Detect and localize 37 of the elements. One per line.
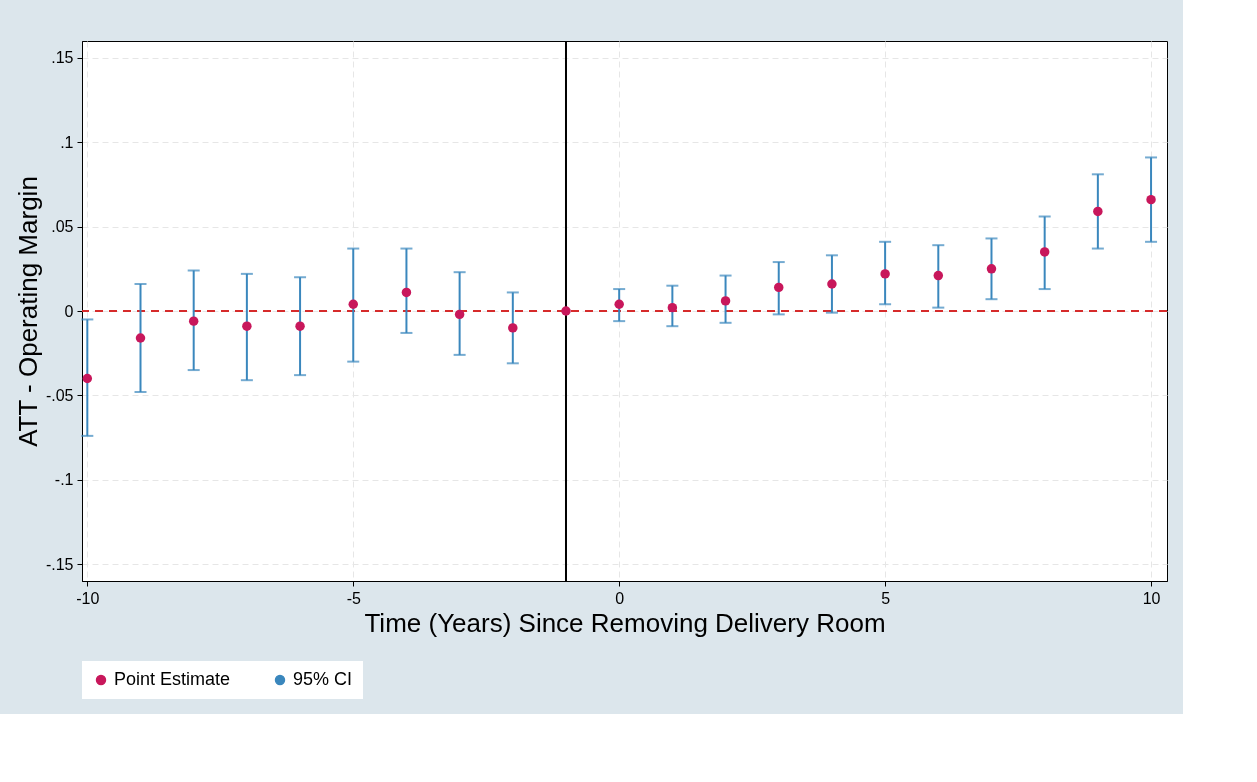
x-tick-label: -5 [346, 589, 361, 607]
point [933, 270, 944, 281]
point [454, 309, 465, 320]
point [774, 282, 784, 293]
point [401, 287, 412, 298]
y-tick-label: -.05 [45, 386, 74, 404]
point [720, 296, 731, 306]
y-tick-label: .15 [51, 49, 74, 67]
y-tick-label: .05 [51, 218, 74, 236]
point [1146, 194, 1156, 205]
point [508, 323, 518, 333]
point [561, 306, 571, 316]
point [295, 321, 305, 331]
y-tick-label: .1 [60, 133, 74, 151]
point [1039, 247, 1050, 257]
point [348, 299, 358, 309]
point [242, 321, 252, 331]
y-tick-label: -.1 [54, 471, 74, 489]
point [1093, 206, 1103, 217]
x-tick-label: -10 [76, 589, 100, 607]
x-tick-label: 5 [881, 589, 891, 607]
point [614, 299, 624, 309]
point [880, 269, 890, 279]
x-tick-label: 0 [615, 589, 625, 607]
legend-label: 95% CI [293, 669, 353, 689]
legend-label: Point Estimate [114, 669, 231, 689]
point [82, 373, 93, 384]
x-axis-title: Time (Years) Since Removing Delivery Room [364, 607, 886, 638]
point [188, 316, 199, 326]
y-tick-label: -.15 [45, 555, 74, 573]
x-tick-label: 10 [1142, 589, 1161, 607]
point [667, 302, 678, 313]
y-tick-label: 0 [64, 302, 74, 320]
y-axis-title: ATT - Operating Margin [12, 176, 43, 447]
point [986, 264, 997, 274]
point [827, 279, 837, 289]
point [135, 333, 146, 343]
